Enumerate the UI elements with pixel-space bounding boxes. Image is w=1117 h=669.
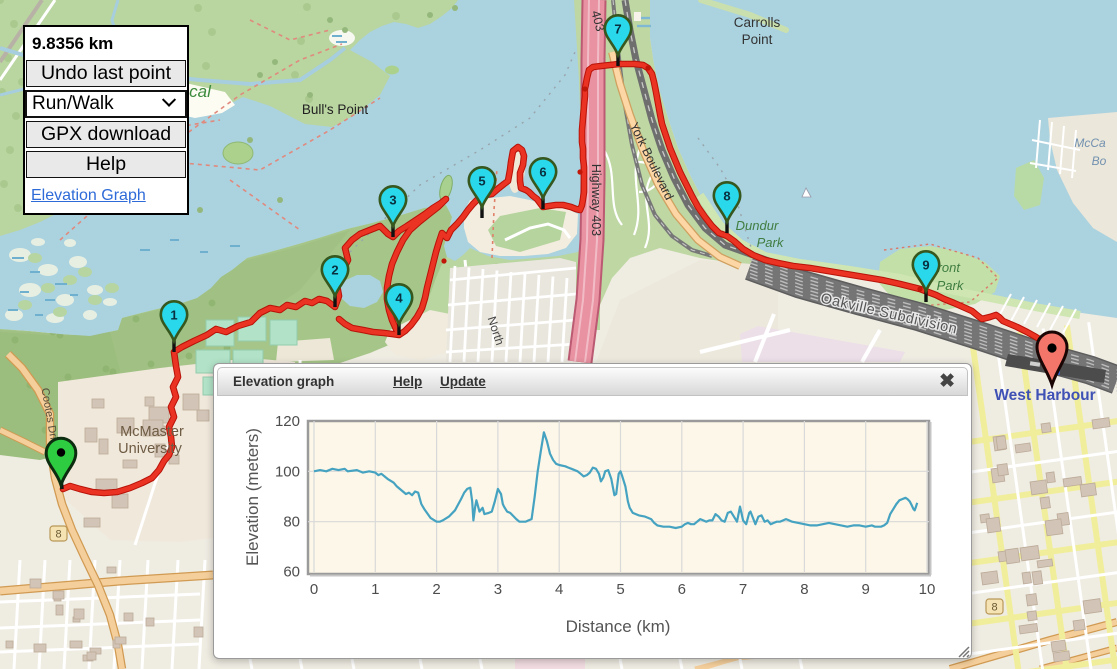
svg-text:West Harbour: West Harbour (994, 387, 1095, 404)
svg-text:80: 80 (283, 514, 300, 531)
svg-text:Bull's Point: Bull's Point (302, 102, 369, 117)
svg-text:Elevation (meters): Elevation (meters) (243, 428, 262, 566)
svg-text:Highway 403: Highway 403 (589, 164, 603, 236)
svg-text:3: 3 (389, 193, 396, 208)
svg-text:10: 10 (919, 581, 936, 598)
svg-text:Dundur: Dundur (736, 218, 779, 233)
svg-text:3: 3 (494, 581, 502, 598)
svg-text:cal: cal (189, 82, 212, 101)
svg-text:4: 4 (395, 291, 403, 306)
svg-text:Park: Park (937, 278, 965, 293)
svg-text:2: 2 (432, 581, 440, 598)
svg-text:2: 2 (331, 263, 338, 278)
svg-text:100: 100 (275, 464, 300, 481)
svg-text:8: 8 (800, 581, 808, 598)
svg-text:5: 5 (616, 581, 624, 598)
svg-text:McMaster: McMaster (120, 424, 184, 440)
svg-text:8: 8 (991, 602, 997, 614)
svg-text:403: 403 (588, 9, 607, 33)
svg-text:1: 1 (170, 308, 177, 323)
svg-text:8: 8 (55, 529, 61, 541)
svg-text:1: 1 (371, 581, 379, 598)
svg-text:7: 7 (614, 22, 621, 37)
svg-text:Bo: Bo (1092, 154, 1107, 168)
svg-text:60: 60 (283, 564, 300, 581)
svg-text:9: 9 (862, 581, 870, 598)
svg-text:Park: Park (757, 235, 785, 250)
svg-text:6: 6 (678, 581, 686, 598)
svg-text:0: 0 (310, 581, 318, 598)
svg-text:6: 6 (539, 165, 546, 180)
svg-text:Carrolls: Carrolls (734, 15, 781, 30)
svg-text:Point: Point (742, 32, 773, 47)
svg-text:4: 4 (555, 581, 563, 598)
svg-text:120: 120 (275, 413, 300, 430)
svg-text:5: 5 (478, 174, 485, 189)
svg-text:7: 7 (739, 581, 747, 598)
svg-text:University: University (118, 441, 182, 457)
svg-text:9: 9 (922, 258, 929, 273)
svg-text:Distance (km): Distance (km) (566, 617, 671, 636)
svg-text:front: front (934, 260, 961, 275)
svg-text:McCa: McCa (1074, 136, 1106, 150)
svg-text:8: 8 (723, 189, 730, 204)
